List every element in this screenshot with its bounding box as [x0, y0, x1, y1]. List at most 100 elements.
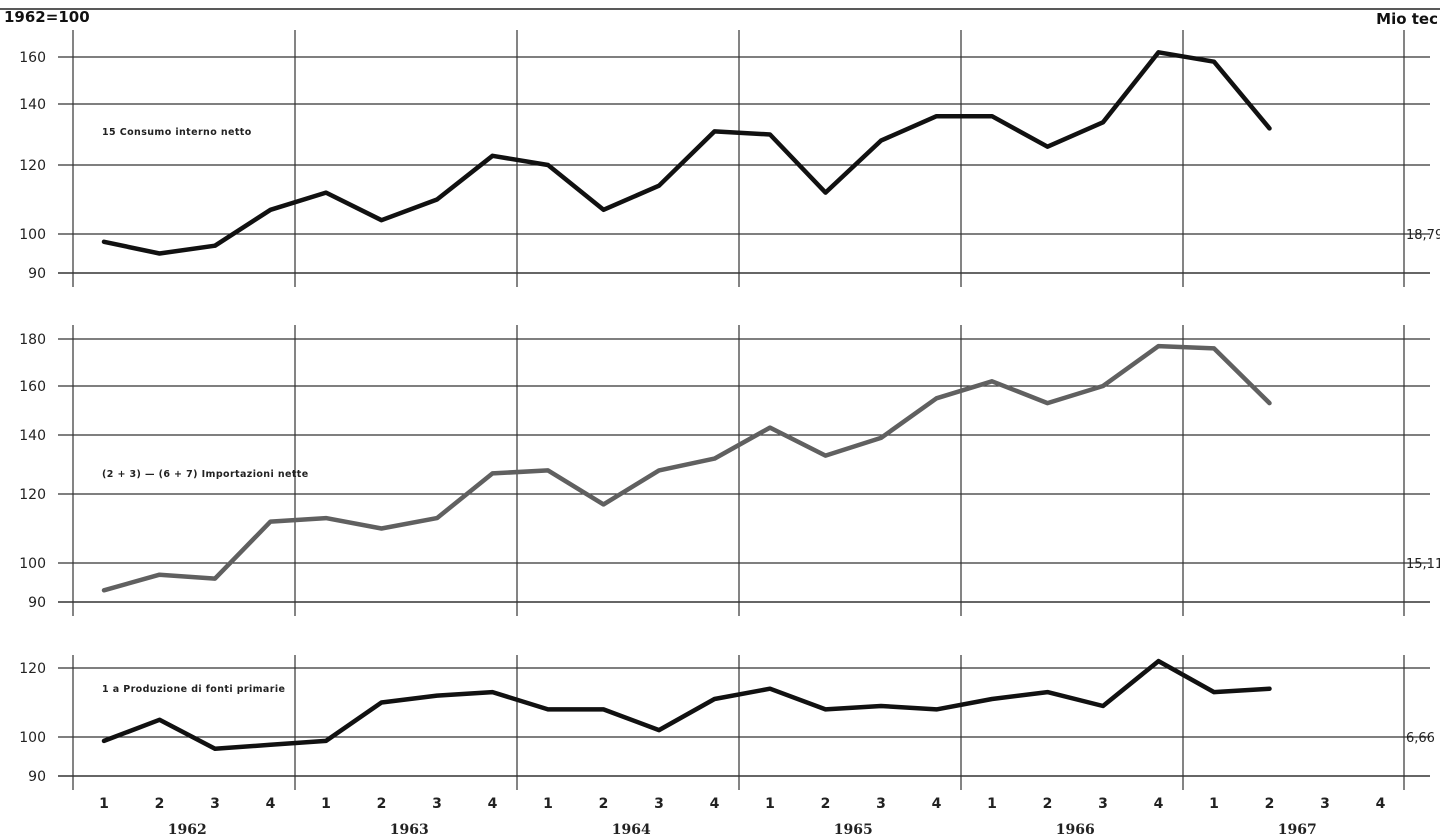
year-label: 1965 — [834, 822, 873, 836]
unit-label: Mio tec — [1376, 10, 1438, 28]
quarter-label: 2 — [599, 796, 609, 812]
data-point — [1045, 401, 1050, 405]
x-axis: 1 2 3 4 1 2 3 4 1 2 3 4 1 2 3 4 1 2 3 4 1 2 3 4 1962 1963 1964 1965… — [99, 796, 1386, 836]
y-tick-label: 160 — [19, 379, 46, 395]
data-point — [768, 132, 772, 137]
data-point — [1101, 120, 1105, 125]
year-label: 1966 — [1056, 822, 1095, 836]
data-point — [157, 251, 162, 256]
data-point — [1101, 704, 1105, 708]
data-point — [157, 718, 162, 722]
data-point — [823, 707, 828, 712]
data-point — [379, 526, 384, 531]
quarter-label: 3 — [876, 796, 886, 812]
panel-3: 90 100 120 1 a Produzione di fonti primarie… — [19, 655, 1435, 790]
data-point — [1212, 690, 1216, 694]
data-point — [990, 114, 994, 118]
data-point — [546, 707, 550, 712]
data-point — [823, 453, 828, 458]
end-value-label: 15,11 — [1406, 557, 1440, 572]
panel-2: 90 100 120 140 160 180 (2 + 3) — (6 + 7) Impor… — [19, 325, 1440, 616]
data-point — [379, 218, 384, 222]
data-point — [712, 697, 717, 701]
quarter-label: 2 — [155, 796, 165, 812]
y-tick-label: 90 — [28, 595, 46, 611]
y-tick-label: 120 — [19, 158, 46, 174]
y-tick-label: 90 — [28, 266, 46, 282]
year-label: 1967 — [1278, 822, 1317, 836]
data-point — [934, 114, 939, 118]
data-point — [1267, 401, 1272, 405]
data-point — [268, 743, 273, 747]
quarter-label: 3 — [654, 796, 664, 812]
series-label: 15 Consumo interno netto — [102, 127, 252, 138]
y-tick-label: 90 — [28, 769, 46, 785]
data-point — [490, 690, 495, 694]
quarter-label: 1 — [987, 796, 997, 812]
data-point — [879, 704, 883, 708]
series-line — [101, 50, 1272, 256]
y-tick-label: 100 — [19, 556, 46, 572]
data-point — [1156, 344, 1161, 348]
data-point — [1156, 659, 1161, 663]
data-point — [435, 516, 439, 520]
quarter-label: 4 — [488, 796, 498, 812]
data-point — [435, 693, 439, 698]
data-point — [1045, 690, 1050, 694]
data-point — [324, 190, 328, 195]
data-point — [1212, 59, 1216, 64]
year-label: 1964 — [612, 822, 651, 836]
data-point — [657, 728, 661, 732]
data-point — [1212, 346, 1216, 351]
y-tick-label: 180 — [19, 332, 46, 348]
y-tick-label: 140 — [19, 97, 46, 113]
quarter-label: 3 — [1098, 796, 1108, 812]
panel-1: 90 100 120 140 160 15 Consumo interno netto 18… — [19, 30, 1440, 287]
quarter-label: 2 — [1043, 796, 1053, 812]
series-line — [101, 343, 1272, 593]
data-point — [1045, 144, 1050, 149]
data-point — [768, 686, 772, 691]
y-tick-label: 100 — [19, 730, 46, 746]
data-point — [268, 208, 273, 212]
year-label: 1963 — [390, 822, 429, 836]
end-value-label: 18,79 — [1406, 228, 1440, 243]
y-tick-label: 140 — [19, 428, 46, 444]
data-point — [601, 502, 606, 507]
series-label: (2 + 3) — (6 + 7) Importazioni nette — [102, 469, 309, 480]
year-label: 1962 — [168, 822, 207, 836]
quarter-label: 3 — [432, 796, 442, 812]
data-point — [1101, 384, 1105, 388]
data-point — [379, 700, 384, 705]
quarter-label: 4 — [1376, 796, 1386, 812]
data-point — [213, 576, 217, 581]
data-point — [1267, 686, 1272, 691]
quarter-label: 4 — [710, 796, 720, 812]
data-point — [268, 519, 273, 524]
data-point — [324, 516, 328, 520]
data-point — [435, 197, 439, 202]
quarter-label: 2 — [377, 796, 387, 812]
quarter-label: 1 — [1209, 796, 1219, 812]
quarter-label: 2 — [1265, 796, 1275, 812]
end-value-label: 6,66 — [1406, 731, 1435, 746]
data-point — [879, 436, 883, 440]
data-point — [102, 739, 106, 743]
quarter-label: 4 — [1154, 796, 1164, 812]
quarter-label: 3 — [1320, 796, 1330, 812]
data-point — [657, 183, 661, 188]
quarter-label: 3 — [210, 796, 220, 812]
data-point — [712, 456, 717, 461]
data-point — [213, 746, 217, 751]
series-label: 1 a Produzione di fonti primarie — [102, 684, 285, 695]
quarter-label: 1 — [321, 796, 331, 812]
data-point — [601, 707, 606, 712]
quarter-label: 1 — [543, 796, 553, 812]
quarter-label: 2 — [821, 796, 831, 812]
data-point — [712, 129, 717, 134]
data-point — [102, 588, 106, 593]
data-point — [546, 468, 550, 473]
quarter-label: 4 — [266, 796, 276, 812]
y-tick-label: 100 — [19, 227, 46, 243]
